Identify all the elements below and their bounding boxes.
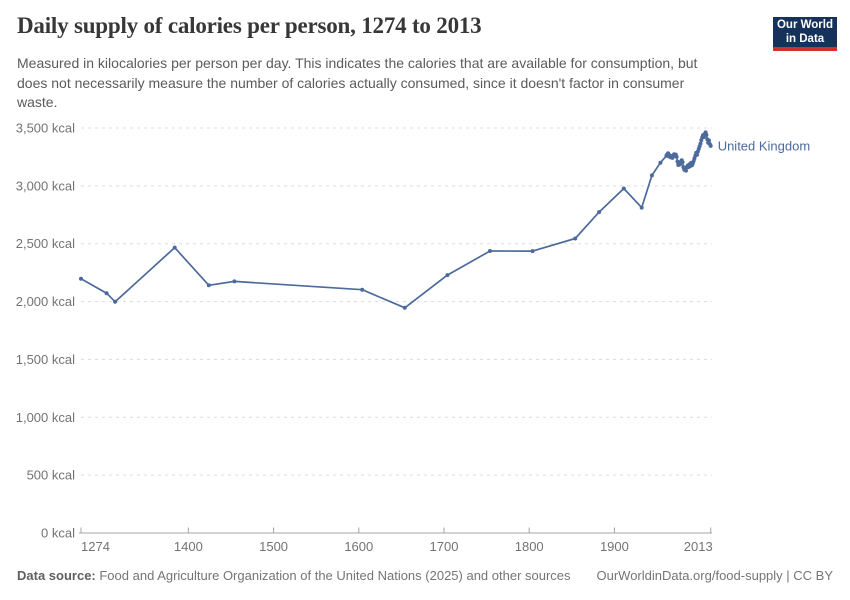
data-point <box>445 273 450 278</box>
data-point <box>649 173 654 178</box>
owid-logo[interactable]: Our World in Data <box>773 17 837 51</box>
data-point <box>232 279 237 284</box>
x-tick-label: 2013 <box>684 539 713 554</box>
data-point <box>597 210 602 215</box>
owid-logo-text: Our World in Data <box>773 17 837 47</box>
data-point <box>113 299 118 304</box>
data-point <box>79 276 83 281</box>
owid-url-license-link[interactable]: OurWorldinData.org/food-supply | CC BY <box>596 568 833 583</box>
data-point <box>172 245 177 250</box>
chart-footer: Data source: Food and Agriculture Organi… <box>17 568 833 583</box>
y-tick-label: 1,500 kcal <box>16 352 75 367</box>
data-point <box>680 160 685 165</box>
data-point <box>708 143 713 148</box>
y-tick-label: 0 kcal <box>41 526 75 541</box>
data-point <box>707 138 711 143</box>
data-point <box>402 305 407 310</box>
data-point <box>639 205 644 210</box>
data-source-text: Food and Agriculture Organization of the… <box>95 568 571 583</box>
x-tick-label: 1500 <box>259 539 288 554</box>
chart-subtitle: Measured in kilocalories per person per … <box>17 54 757 113</box>
y-tick-label: 1,000 kcal <box>16 410 75 425</box>
page-title: Daily supply of calories per person, 127… <box>17 13 482 38</box>
data-point <box>104 291 109 296</box>
uk-series-line[interactable] <box>80 131 712 309</box>
x-tick-label: 1274 <box>81 539 110 554</box>
subtitle-line-1: Measured in kilocalories per person per … <box>17 55 698 71</box>
owid-logo-line1: Our World <box>776 19 833 31</box>
data-source-note: Data source: Food and Agriculture Organi… <box>17 568 571 583</box>
subtitle-line-2: does not necessarily measure the number … <box>17 74 685 91</box>
data-point <box>573 236 578 241</box>
y-tick-label: 3,500 kcal <box>16 121 75 136</box>
series-label-united-kingdom[interactable]: United Kingdom <box>718 138 811 153</box>
data-point <box>698 141 703 146</box>
y-tick-label: 3,000 kcal <box>16 178 75 193</box>
owid-logo-line2: in Data <box>785 32 825 45</box>
x-tick-label: 1700 <box>430 539 459 554</box>
data-point <box>695 152 700 157</box>
data-point <box>658 160 663 165</box>
data-source-label: Data source: <box>17 568 96 583</box>
x-tick-label: 1900 <box>600 539 629 554</box>
data-point <box>488 249 492 253</box>
y-tick-label: 500 kcal <box>27 468 76 483</box>
data-point <box>530 249 535 254</box>
subtitle-line-3: waste. <box>17 94 58 110</box>
x-tick-label: 1400 <box>174 539 203 554</box>
data-point <box>621 186 626 191</box>
data-point <box>206 283 211 288</box>
y-tick-label: 2,000 kcal <box>16 294 75 309</box>
x-tick-label: 1600 <box>344 539 373 554</box>
data-point <box>360 287 365 292</box>
data-point <box>704 132 709 137</box>
data-point <box>684 168 688 173</box>
data-point <box>674 154 679 159</box>
owid-logo-red-bar <box>773 47 837 51</box>
x-tick-label: 1800 <box>515 539 544 554</box>
y-tick-label: 2,500 kcal <box>16 236 75 251</box>
